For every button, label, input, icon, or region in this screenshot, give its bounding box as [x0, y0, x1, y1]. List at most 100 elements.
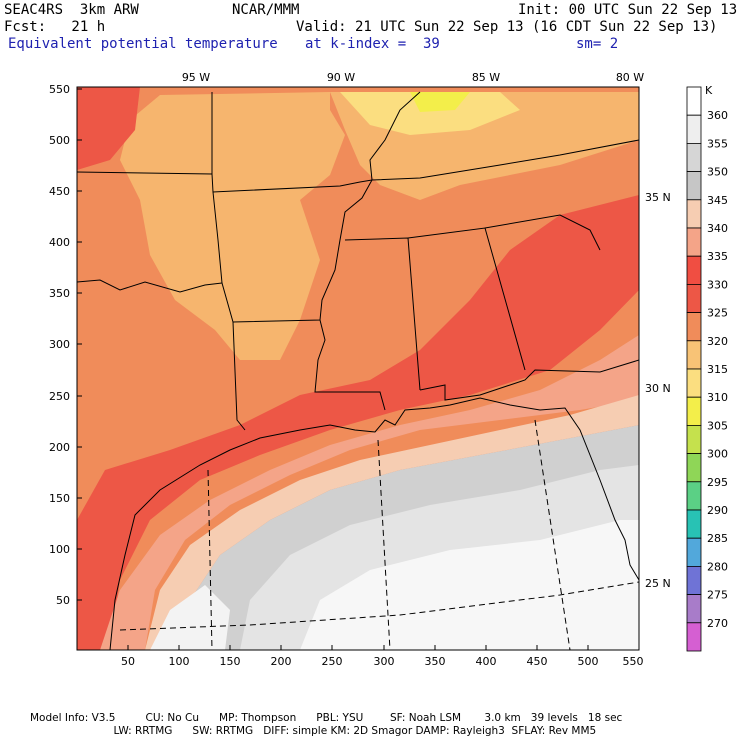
longitude-label: 95 W: [182, 71, 210, 84]
colorbar-label: 330: [707, 278, 728, 291]
y-tick-label: 50: [56, 594, 70, 607]
colorbar-label: 305: [707, 419, 728, 432]
colorbar-label: 290: [707, 504, 728, 517]
colorbar-label: 355: [707, 137, 728, 150]
model-name: SEAC4RS 3km ARW: [4, 2, 139, 18]
forecast-hour: Fcst: 21 h: [4, 19, 106, 35]
y-tick-label: 250: [49, 390, 70, 403]
map-frame: [76, 86, 640, 651]
y-tick-label: 100: [49, 543, 70, 556]
latitude-labels: 35 N 30 N 25 N: [645, 191, 671, 590]
x-tick-label: 100: [169, 655, 190, 668]
x-tick-label: 200: [271, 655, 292, 668]
colorbar-swatch: [686, 340, 702, 370]
latitude-label: 25 N: [645, 577, 671, 590]
state-border: [419, 359, 639, 401]
colorbar-swatch: [686, 453, 702, 483]
state-border: [212, 179, 373, 323]
colorbar-label: 310: [707, 391, 728, 404]
level-info: at k-index = 39: [305, 36, 440, 52]
theta-e-field: [77, 87, 639, 650]
field-region-330: [77, 195, 639, 650]
colorbar-swatch: [686, 509, 702, 539]
colorbar-label: 335: [707, 250, 728, 263]
colorbar-swatch: [686, 481, 702, 511]
longitude-label: 85 W: [472, 71, 500, 84]
colorbar-label: 285: [707, 532, 728, 545]
x-tick-label: 250: [322, 655, 343, 668]
y-tick-label: 300: [49, 338, 70, 351]
y-tick-label: 450: [49, 185, 70, 198]
colorbar-swatch: [686, 227, 702, 257]
colorbar-swatch: [686, 566, 702, 596]
x-tick-label: 150: [220, 655, 241, 668]
colorbar-swatch: [686, 199, 702, 229]
colorbar-label: 320: [707, 335, 728, 348]
org-label: NCAR/MMM: [232, 2, 300, 18]
x-tick-label: 400: [476, 655, 497, 668]
field-region-360: [300, 520, 639, 650]
field-region-335: [100, 335, 639, 650]
axis-ticks: [77, 88, 640, 650]
colorbar-swatch: [686, 622, 702, 652]
model-info-line1: Model Info: V3.5 CU: No Cu MP: Thompson …: [30, 712, 623, 724]
longitude-label: 90 W: [327, 71, 355, 84]
x-axis-labels: 50 100 150 200 250 300 350 400 450 500 5…: [121, 655, 644, 668]
x-tick-label: 350: [425, 655, 446, 668]
colorbar-swatch: [686, 255, 702, 285]
latitude-label: 30 N: [645, 382, 671, 395]
field-region-305: [410, 92, 470, 112]
field-region-315: [120, 92, 345, 360]
colorbar-label: 350: [707, 166, 728, 179]
colorbar-label: 315: [707, 363, 728, 376]
state-border: [484, 214, 601, 251]
y-tick-label: 150: [49, 492, 70, 505]
political-borders: [77, 91, 639, 431]
x-tick-label: 550: [623, 655, 644, 668]
colorbar: K 360 355 350 345 340 335 330 325 320 315 310 305 30…: [686, 84, 728, 652]
field-region-340: [145, 395, 639, 650]
x-tick-label: 50: [121, 655, 135, 668]
colorbar-swatch: [686, 114, 702, 144]
colorbar-swatch: [686, 283, 702, 313]
colorbar-label: 270: [707, 617, 728, 630]
colorbar-label: 325: [707, 307, 728, 320]
y-tick-label: 350: [49, 287, 70, 300]
nest-boundary: [119, 419, 639, 650]
state-border: [314, 319, 386, 411]
y-axis-labels: 550 500 450 400 350 300 250 200 150 100 …: [49, 83, 70, 607]
field-region-360-west: [150, 585, 230, 650]
colorbar-label: 280: [707, 560, 728, 573]
colorbar-swatch: [686, 86, 702, 116]
colorbar-swatch: [686, 537, 702, 567]
coastline: [109, 397, 639, 650]
colorbar-unit: K: [705, 84, 713, 97]
colorbar-label: 340: [707, 222, 728, 235]
x-tick-label: 450: [527, 655, 548, 668]
longitude-labels: 95 W 90 W 85 W 80 W: [182, 71, 644, 84]
y-tick-label: 500: [49, 134, 70, 147]
colorbar-swatches: [686, 86, 702, 652]
longitude-label: 80 W: [616, 71, 644, 84]
colorbar-swatch: [686, 312, 702, 342]
colorbar-label: 360: [707, 109, 728, 122]
x-tick-label: 300: [374, 655, 395, 668]
field-region-325: [77, 87, 140, 170]
init-time: Init: 00 UTC Sun 22 Sep 13: [518, 2, 738, 18]
colorbar-swatch: [686, 396, 702, 426]
colorbar-swatch: [686, 594, 702, 624]
colorbar-label: 295: [707, 476, 728, 489]
latitude-label: 35 N: [645, 191, 671, 204]
smoothing-info: sm= 2: [576, 36, 619, 52]
y-tick-label: 550: [49, 83, 70, 96]
colorbar-swatch: [686, 171, 702, 201]
model-info-line2: LW: RRTMG SW: RRTMG DIFF: simple KM: 2D …: [30, 725, 597, 737]
state-border: [77, 279, 223, 293]
state-border: [369, 91, 421, 181]
state-border: [77, 139, 639, 193]
colorbar-swatch: [686, 142, 702, 172]
colorbar-swatch: [686, 424, 702, 454]
y-tick-label: 200: [49, 441, 70, 454]
y-tick-label: 400: [49, 236, 70, 249]
